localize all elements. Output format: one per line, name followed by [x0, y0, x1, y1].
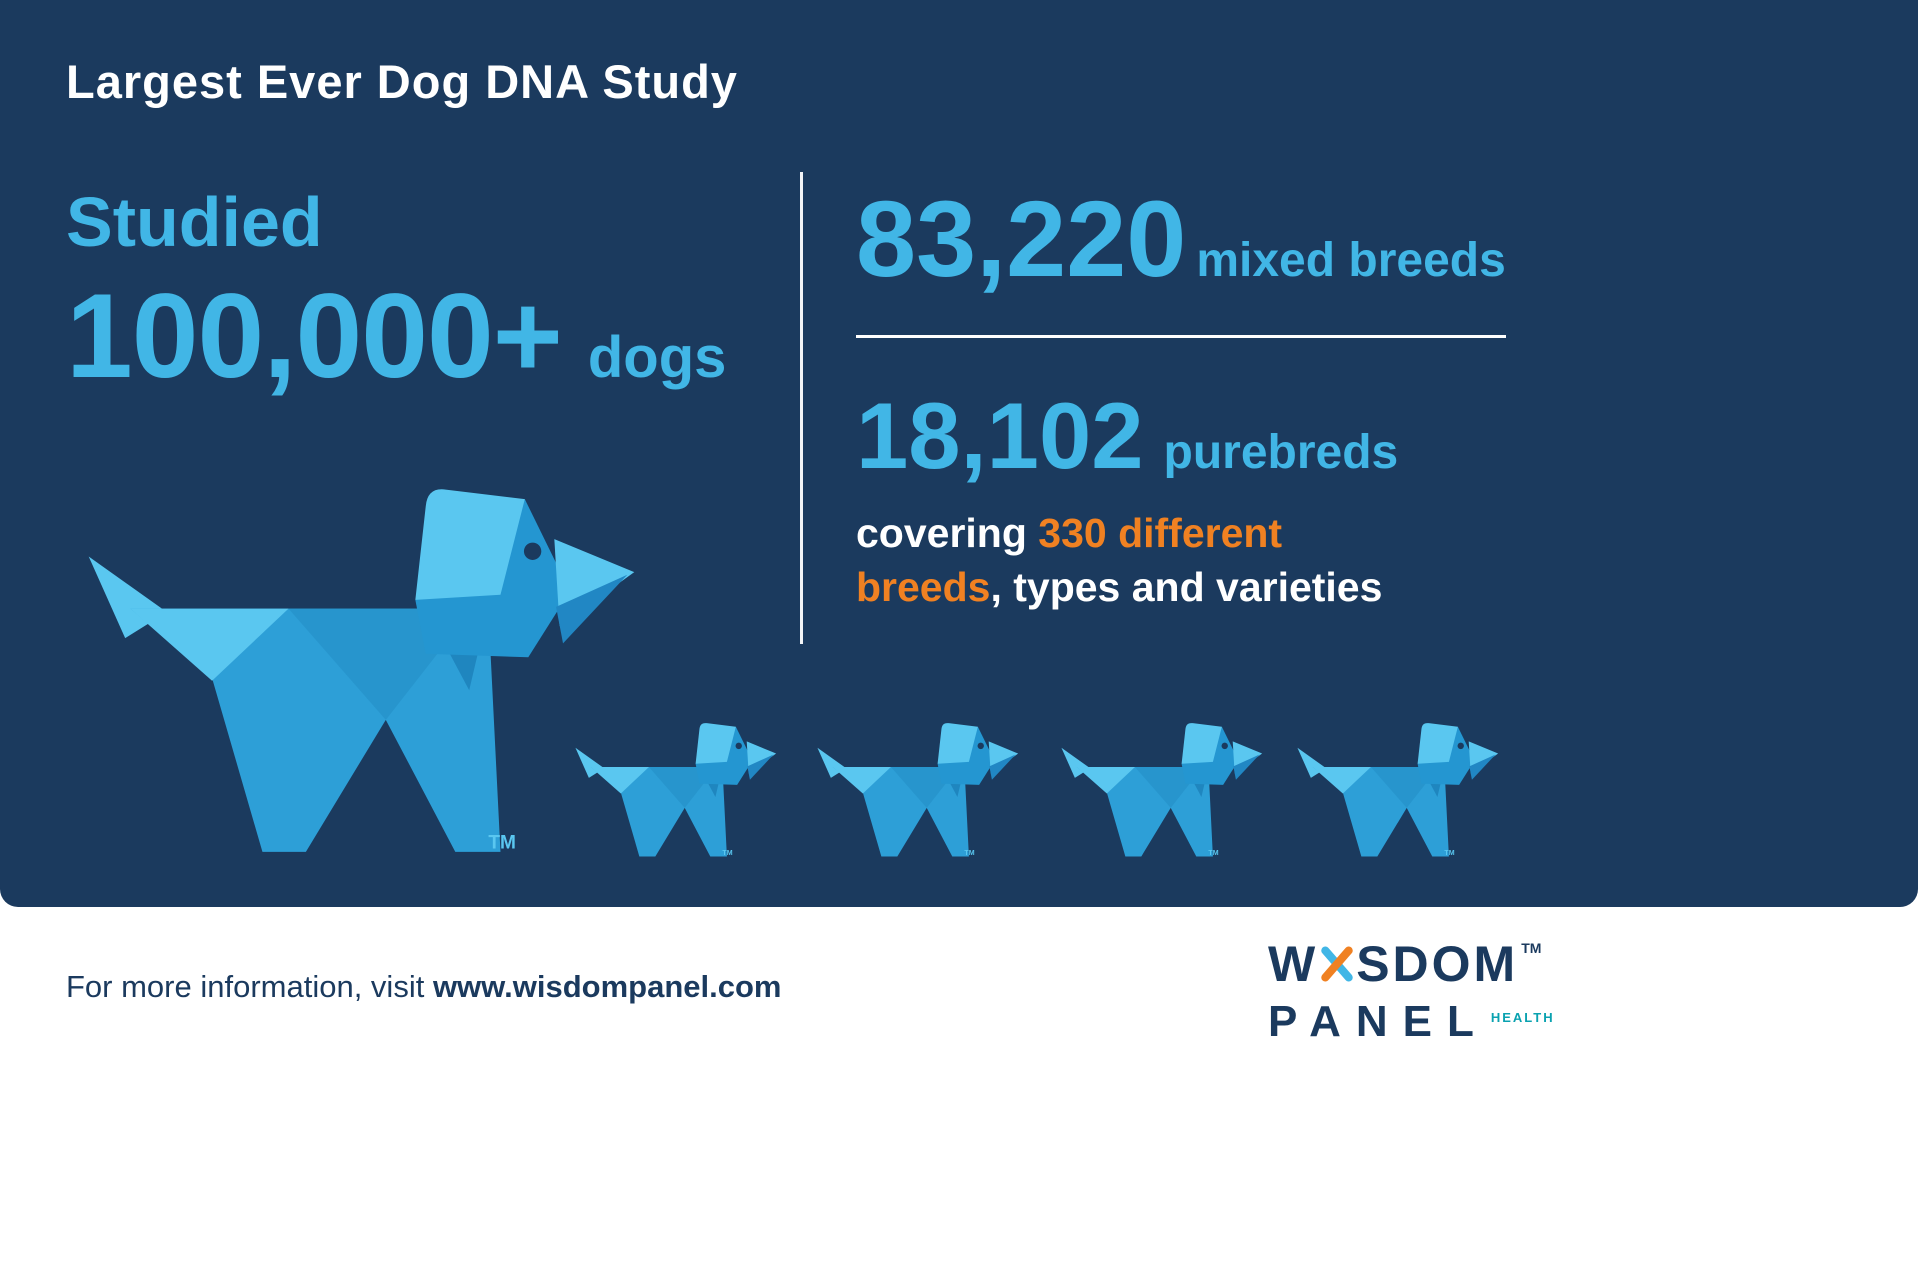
- mixed-breeds-label: mixed breeds: [1196, 234, 1506, 287]
- coverage-highlight: 330 different: [1038, 510, 1283, 556]
- page-title: Largest Ever Dog DNA Study: [66, 55, 738, 108]
- coverage-breeds-highlight: breeds: [856, 564, 991, 611]
- purebreds-value: 18,102: [856, 383, 1144, 488]
- origami-dog-small-3: [1058, 712, 1263, 859]
- coverage-text: covering 330 different breeds, types and…: [856, 506, 1576, 614]
- logo-tm: TM: [1521, 940, 1542, 956]
- footer: For more information, visit www.wisdompa…: [0, 907, 1918, 1279]
- mixed-breeds-row: 83,220 mixed breeds: [856, 176, 1576, 301]
- footer-url[interactable]: www.wisdompanel.com: [432, 969, 782, 1004]
- logo-sdom: SDOM: [1356, 936, 1519, 992]
- origami-dog-small-4: [1294, 712, 1499, 859]
- vertical-divider: [800, 172, 803, 644]
- coverage-suffix: , types and varieties: [990, 564, 1383, 611]
- logo-w: W: [1268, 936, 1319, 992]
- origami-dog-small-1: [572, 712, 777, 859]
- hero-panel: Largest Ever Dog DNA Study Studied 100,0…: [0, 0, 1918, 907]
- mixed-breeds-value: 83,220: [856, 178, 1187, 299]
- studied-unit: dogs: [587, 325, 727, 390]
- purebreds-row: 18,102 purebreds: [856, 382, 1576, 490]
- footer-info: For more information, visit www.wisdompa…: [66, 969, 781, 1005]
- purebreds-label: purebreds: [1163, 426, 1399, 479]
- footer-info-text: For more information, visit: [66, 969, 433, 1004]
- studied-value: 100,000+: [66, 269, 563, 403]
- wisdom-panel-logo: W SDOM TM PANEL HEALTH: [1268, 935, 1555, 1047]
- logo-line-wisdom: W SDOM TM: [1268, 935, 1555, 993]
- origami-dog-small-2: [814, 712, 1019, 859]
- logo-line-panel: PANEL HEALTH: [1268, 997, 1555, 1047]
- breed-stats-block: 83,220 mixed breeds 18,102 purebreds cover…: [856, 176, 1576, 614]
- dna-x-icon: [1321, 946, 1353, 982]
- coverage-prefix: covering: [856, 510, 1039, 556]
- studied-stat-block: Studied 100,000+ dogs: [66, 184, 726, 405]
- logo-panel: PANEL: [1268, 997, 1489, 1046]
- logo-health: HEALTH: [1490, 1010, 1555, 1025]
- studied-value-row: 100,000+ dogs: [66, 267, 726, 405]
- studied-label: Studied: [66, 183, 323, 261]
- horizontal-divider: [856, 335, 1506, 338]
- origami-dog-large: [80, 459, 636, 859]
